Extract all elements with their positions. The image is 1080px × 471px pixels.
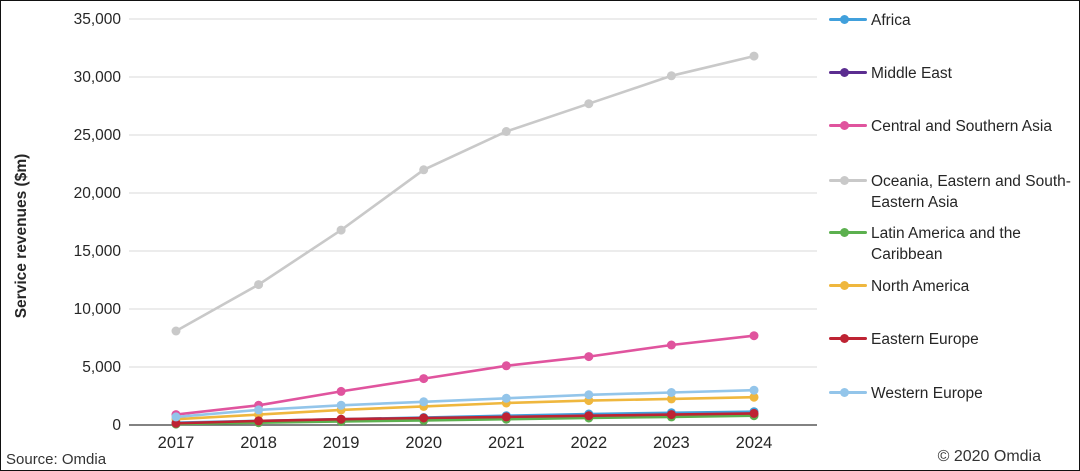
data-point-marker	[749, 392, 759, 402]
legend-marker-dot-icon	[840, 176, 849, 185]
data-point-marker	[501, 393, 511, 403]
data-point-marker	[749, 331, 759, 341]
plot-area: 0 5,000 10,000 15,000 20,000 25,000 30,000 35,0…	[1, 1, 829, 466]
source-note: Source: Omdia	[6, 451, 107, 468]
legend-item: Africa	[829, 10, 1071, 31]
legend-marker-dot-icon	[840, 281, 849, 290]
x-tick-label: 2023	[653, 434, 690, 452]
data-point-marker	[419, 413, 429, 423]
data-point-marker	[749, 385, 759, 395]
data-point-marker	[171, 418, 181, 428]
data-point-marker	[419, 165, 429, 175]
x-tick-label: 2020	[405, 434, 442, 452]
data-point-marker	[171, 412, 181, 422]
data-point-marker	[419, 397, 429, 407]
legend-marker-dot-icon	[840, 388, 849, 397]
data-point-marker	[336, 414, 346, 424]
legend-line-swatch	[829, 228, 867, 237]
legend-item: Central and Southern Asia	[829, 116, 1071, 137]
series-line	[175, 54, 755, 333]
data-point-marker	[584, 390, 594, 400]
legend-item: Middle East	[829, 63, 1071, 84]
x-tick-label: 2021	[488, 434, 525, 452]
legend: Africa Middle East Central and Southern As…	[829, 1, 1077, 441]
y-tick-label: 0	[112, 417, 121, 434]
series-line	[175, 388, 755, 419]
data-point-marker	[584, 411, 594, 421]
data-point-marker	[666, 394, 676, 404]
legend-label: Oceania, Eastern and South-Eastern Asia	[871, 173, 1071, 211]
data-point-marker	[666, 71, 676, 81]
legend-line-swatch	[829, 15, 867, 24]
data-point-marker	[501, 412, 511, 422]
legend-marker-dot-icon	[840, 15, 849, 24]
legend-marker-dot-icon	[840, 68, 849, 77]
y-tick-label: 15,000	[74, 243, 122, 260]
data-point-marker	[584, 352, 594, 362]
data-point-marker	[419, 374, 429, 384]
data-point-marker	[336, 225, 346, 235]
data-point-marker	[666, 410, 676, 420]
legend-item: Eastern Europe	[829, 329, 1071, 350]
data-point-marker	[336, 386, 346, 396]
legend-line-swatch	[829, 388, 867, 397]
series-line	[175, 395, 755, 421]
data-point-marker	[171, 326, 181, 336]
legend-label: North America	[871, 278, 970, 295]
series-line	[175, 412, 755, 425]
data-point-marker	[254, 280, 264, 290]
legend-item: North America	[829, 276, 1071, 297]
legend-line-swatch	[829, 176, 867, 185]
data-point-marker	[336, 400, 346, 410]
y-tick-label: 20,000	[74, 185, 122, 202]
x-tick-label: 2017	[158, 434, 195, 452]
legend-line-swatch	[829, 334, 867, 343]
data-point-marker	[666, 388, 676, 397]
x-tick-label: 2019	[323, 434, 360, 452]
data-point-marker	[584, 99, 594, 109]
series-line	[175, 414, 755, 426]
legend-line-swatch	[829, 281, 867, 290]
data-point-marker	[501, 127, 511, 136]
legend-item: Latin America and the Caribbean	[829, 223, 1071, 265]
legend-item: Oceania, Eastern and South-Eastern Asia	[829, 171, 1071, 213]
legend-label: Western Europe	[871, 385, 983, 402]
legend-marker-dot-icon	[840, 121, 849, 130]
series-line	[175, 334, 755, 416]
data-point-marker	[666, 340, 676, 350]
chart-svg: 0 5,000 10,000 15,000 20,000 25,000 30,000 35,0…	[74, 11, 817, 452]
x-tick-label: 2022	[570, 434, 607, 452]
legend-line-swatch	[829, 68, 867, 77]
legend-marker-dot-icon	[840, 228, 849, 237]
y-tick-label: 30,000	[74, 69, 122, 86]
data-point-marker	[749, 51, 759, 61]
legend-label: Eastern Europe	[871, 331, 979, 348]
x-tick-label: 2018	[240, 434, 277, 452]
legend-label: Africa	[871, 12, 911, 29]
legend-label: Central and Southern Asia	[871, 118, 1052, 135]
data-point-marker	[254, 405, 264, 415]
legend-label: Latin America and the Caribbean	[871, 225, 1021, 263]
legend-label: Middle East	[871, 65, 952, 82]
y-tick-label: 10,000	[74, 301, 122, 318]
y-tick-label: 35,000	[74, 11, 122, 28]
data-point-marker	[749, 408, 759, 418]
legend-marker-dot-icon	[840, 334, 849, 343]
legend-line-swatch	[829, 121, 867, 130]
y-tick-label: 25,000	[74, 127, 122, 144]
y-tick-label: 5,000	[82, 359, 121, 376]
data-point-marker	[501, 361, 511, 371]
data-point-marker	[254, 416, 264, 426]
x-tick-label: 2024	[736, 434, 773, 452]
copyright-note: © 2020 Omdia	[937, 448, 1041, 465]
legend-item: Western Europe	[829, 383, 1071, 404]
